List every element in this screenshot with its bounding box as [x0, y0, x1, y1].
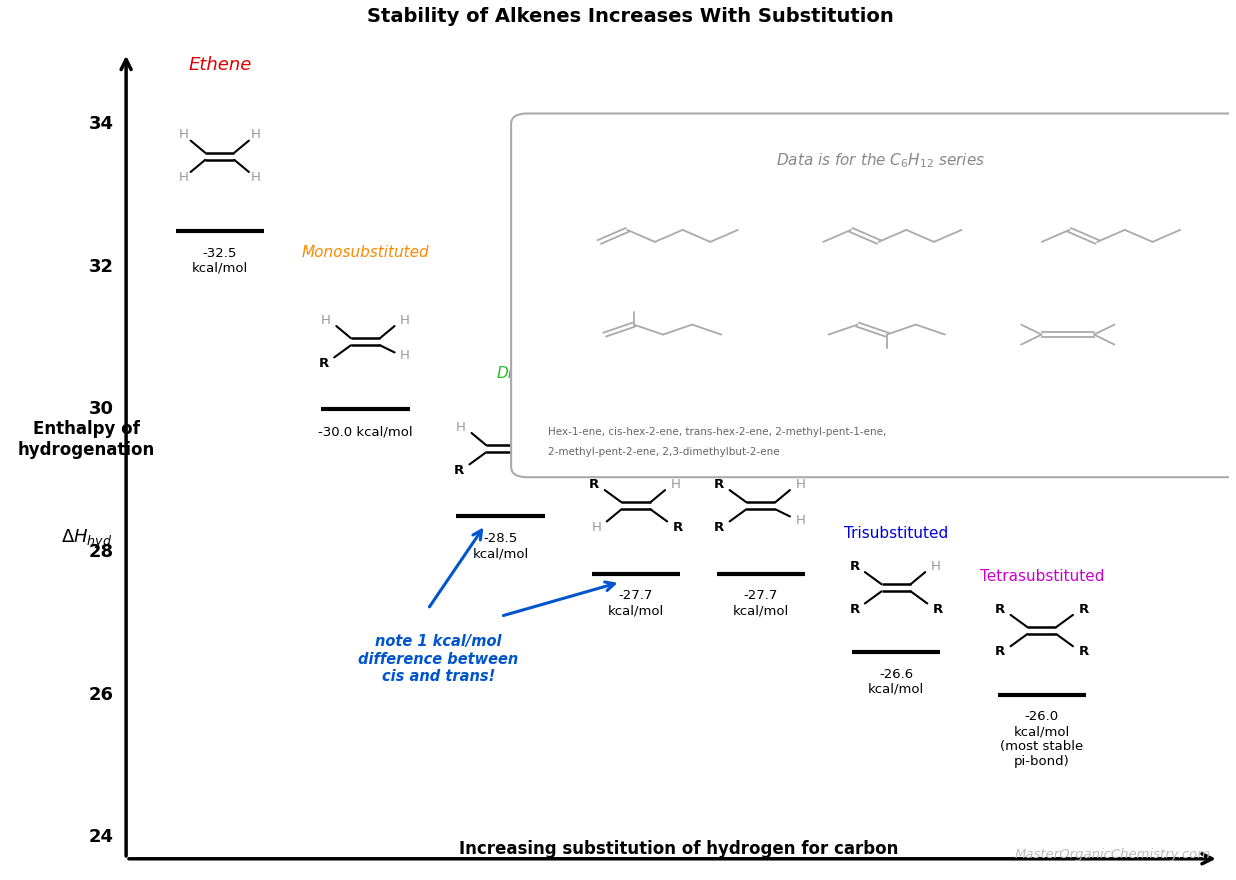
- Text: R: R: [714, 521, 724, 533]
- Text: 30: 30: [89, 400, 114, 419]
- Text: H: H: [535, 421, 545, 434]
- Text: Tetrasubstituted: Tetrasubstituted: [979, 569, 1104, 584]
- Text: 32: 32: [89, 258, 114, 275]
- Text: R: R: [1078, 645, 1089, 658]
- Text: -26.0
kcal/mol
(most stable
pi-bond): -26.0 kcal/mol (most stable pi-bond): [1000, 710, 1084, 768]
- Text: H: H: [400, 314, 410, 326]
- Text: R: R: [1078, 603, 1089, 616]
- Text: R: R: [849, 560, 859, 573]
- Text: MasterOrganicChemistry.com: MasterOrganicChemistry.com: [1015, 847, 1211, 861]
- Text: R: R: [672, 521, 682, 533]
- Text: H: H: [796, 478, 806, 491]
- Text: H: H: [251, 172, 261, 184]
- Text: Ethene: Ethene: [188, 56, 251, 74]
- Text: H: H: [456, 421, 466, 434]
- Text: -27.7
kcal/mol: -27.7 kcal/mol: [608, 590, 664, 617]
- Text: note 1 kcal/mol
difference between
cis and trans!: note 1 kcal/mol difference between cis a…: [358, 634, 518, 684]
- Text: R: R: [849, 603, 859, 616]
- Text: Disubstituted
(trans): Disubstituted (trans): [585, 430, 687, 463]
- Text: R: R: [319, 356, 329, 370]
- Text: 26: 26: [89, 686, 114, 704]
- Text: -28.5
kcal/mol: -28.5 kcal/mol: [472, 532, 529, 561]
- Text: R: R: [538, 464, 548, 477]
- Text: H: H: [178, 128, 188, 142]
- Text: 1,1 Disubstituted: 1,1 Disubstituted: [695, 448, 827, 463]
- Text: 34: 34: [89, 115, 114, 133]
- Text: H: H: [796, 514, 806, 526]
- Text: H: H: [671, 478, 681, 491]
- Text: Trisubstituted: Trisubstituted: [844, 526, 948, 541]
- Title: Stability of Alkenes Increases With Substitution: Stability of Alkenes Increases With Subs…: [367, 7, 894, 26]
- Text: R: R: [454, 464, 465, 477]
- Text: 28: 28: [89, 543, 114, 561]
- Text: Data is for the $C_6H_{12}$ series: Data is for the $C_6H_{12}$ series: [776, 151, 985, 170]
- FancyBboxPatch shape: [512, 114, 1236, 477]
- Text: 2-methyl-pent-2-ene, 2,3-dimethylbut-2-ene: 2-methyl-pent-2-ene, 2,3-dimethylbut-2-e…: [548, 446, 779, 457]
- Text: R: R: [590, 478, 599, 491]
- Text: 24: 24: [89, 828, 114, 847]
- Text: R: R: [714, 478, 724, 491]
- Text: H: H: [321, 314, 331, 326]
- Text: Enthalpy of
hydrogenation: Enthalpy of hydrogenation: [17, 420, 154, 458]
- Text: H: H: [178, 172, 188, 184]
- Text: $\Delta H_{hyd}$: $\Delta H_{hyd}$: [61, 528, 112, 551]
- Text: Increasing substitution of hydrogen for carbon: Increasing substitution of hydrogen for …: [459, 840, 899, 858]
- Text: R: R: [995, 603, 1005, 616]
- Text: -26.6
kcal/mol: -26.6 kcal/mol: [868, 668, 925, 696]
- Text: R: R: [933, 603, 943, 616]
- Text: R: R: [995, 645, 1005, 658]
- Text: Hex-1-ene, cis-hex-2-ene, trans-hex-2-ene, 2-methyl-pent-1-ene,: Hex-1-ene, cis-hex-2-ene, trans-hex-2-en…: [548, 428, 886, 437]
- Text: -32.5
kcal/mol: -32.5 kcal/mol: [192, 247, 248, 275]
- Text: H: H: [400, 349, 410, 363]
- Text: Disubstituted
(cis): Disubstituted (cis): [497, 366, 598, 399]
- Text: -30.0 kcal/mol: -30.0 kcal/mol: [318, 425, 413, 438]
- Text: H: H: [931, 560, 941, 573]
- Text: -27.7
kcal/mol: -27.7 kcal/mol: [733, 590, 789, 617]
- Text: Monosubstituted: Monosubstituted: [302, 245, 429, 260]
- Text: H: H: [592, 521, 602, 533]
- Text: H: H: [251, 128, 261, 142]
